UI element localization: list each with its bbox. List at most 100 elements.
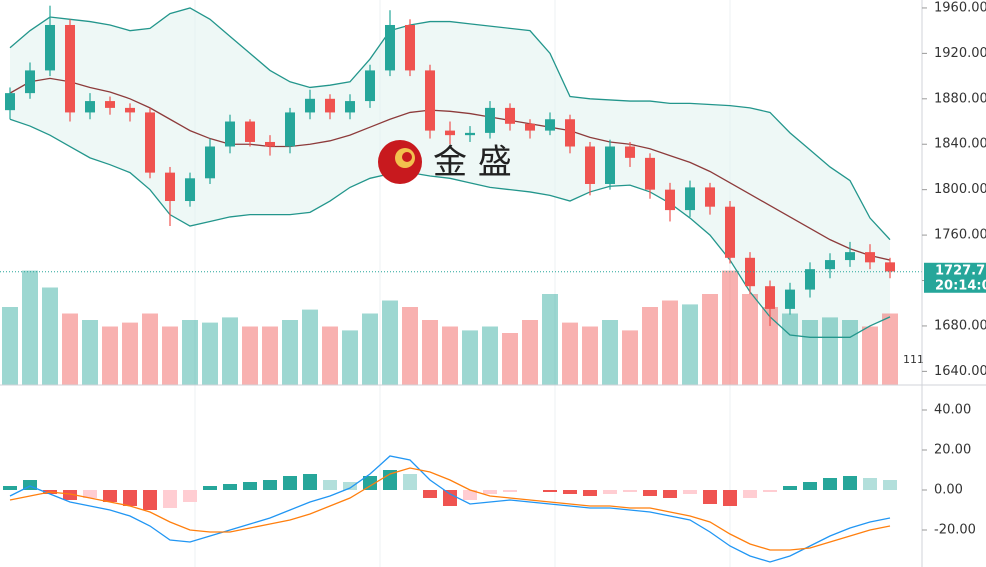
candle-body bbox=[885, 262, 895, 272]
candle-body bbox=[245, 121, 255, 142]
volume-bar bbox=[642, 307, 658, 385]
macd-histogram-bar bbox=[283, 476, 297, 490]
y-tick-label: 1680.00 bbox=[934, 318, 986, 333]
macd-histogram-bar bbox=[323, 480, 337, 490]
candle-body bbox=[505, 107, 515, 124]
volume-bar bbox=[742, 294, 758, 385]
macd-histogram-bar bbox=[663, 490, 677, 498]
volume-bar bbox=[342, 330, 358, 385]
candle-body bbox=[625, 146, 635, 158]
volume-bar bbox=[402, 307, 418, 385]
y-tick-label: 40.00 bbox=[934, 403, 971, 418]
candle-body bbox=[685, 187, 695, 211]
candle-body bbox=[45, 24, 55, 71]
candle-body bbox=[145, 112, 155, 173]
volume-bar bbox=[222, 317, 238, 385]
band-upper bbox=[9, 7, 891, 241]
candle-body bbox=[765, 286, 775, 309]
macd-histogram-bar bbox=[543, 490, 557, 492]
candle-body bbox=[705, 187, 715, 207]
macd-histogram-bar bbox=[343, 482, 357, 490]
candle-body bbox=[425, 70, 435, 131]
macd-histogram-bar bbox=[763, 490, 777, 492]
y-tick-label: 1840.00 bbox=[934, 137, 986, 152]
macd-histogram-bar bbox=[863, 478, 877, 490]
macd-histogram-bar bbox=[383, 470, 397, 490]
macd-histogram-bar bbox=[183, 490, 197, 502]
volume-bar bbox=[442, 326, 458, 385]
macd-histogram-bar bbox=[703, 490, 717, 504]
candle-body bbox=[525, 123, 535, 131]
macd-histogram-bar bbox=[683, 490, 697, 494]
candle-body bbox=[305, 98, 315, 113]
y-tick-label: 1800.00 bbox=[934, 182, 986, 197]
y-tick-label: 0.00 bbox=[934, 483, 963, 498]
band-lower bbox=[9, 118, 891, 338]
macd-histogram-bar bbox=[303, 474, 317, 490]
signal-line bbox=[9, 467, 891, 551]
macd-histogram-bar bbox=[483, 490, 497, 494]
watermark: 金 盛 bbox=[378, 140, 512, 184]
volume-bar bbox=[42, 287, 58, 385]
volume-bar bbox=[282, 320, 298, 385]
volume-bar bbox=[582, 326, 598, 385]
volume-bar bbox=[382, 300, 398, 385]
candle-body bbox=[565, 119, 575, 147]
volume-bar bbox=[762, 307, 778, 385]
candle-body bbox=[865, 252, 875, 263]
candle-body bbox=[485, 107, 495, 133]
price-axis: 1640.001680.001720.001760.001800.001840.… bbox=[922, 0, 986, 538]
macd-histogram-bar bbox=[823, 478, 837, 490]
volume-bar bbox=[662, 300, 678, 385]
volume-bar bbox=[362, 313, 378, 385]
volume-bar bbox=[422, 320, 438, 385]
macd-histogram-bar bbox=[223, 484, 237, 490]
macd-histogram-bar bbox=[723, 490, 737, 506]
y-tick-label: 20.00 bbox=[934, 443, 971, 458]
candle-body bbox=[125, 107, 135, 113]
macd-histogram-bar bbox=[123, 490, 137, 506]
macd-histogram-bar bbox=[103, 490, 117, 502]
volume-bar bbox=[562, 322, 578, 385]
volume-bar bbox=[482, 326, 498, 385]
macd-histogram-bar bbox=[583, 490, 597, 496]
volume-bar bbox=[102, 326, 118, 385]
volume-bar bbox=[262, 326, 278, 385]
macd-histogram-bar bbox=[403, 474, 417, 490]
candle-body bbox=[5, 93, 15, 111]
candle-body bbox=[845, 252, 855, 261]
candle-body bbox=[825, 260, 835, 270]
volume-bar bbox=[142, 313, 158, 385]
volume-bar bbox=[502, 333, 518, 385]
macd-histogram-bar bbox=[23, 480, 37, 490]
macd-histogram-bar bbox=[243, 482, 257, 490]
candle-body bbox=[445, 130, 455, 136]
candle-body bbox=[205, 146, 215, 179]
candle-body bbox=[25, 70, 35, 94]
candle-body bbox=[345, 101, 355, 113]
macd-histogram-bar bbox=[503, 490, 517, 492]
candle-body bbox=[185, 178, 195, 202]
volume-bar bbox=[802, 320, 818, 385]
volume-bar bbox=[542, 294, 558, 385]
volume-bar bbox=[122, 322, 138, 385]
candle-body bbox=[785, 289, 795, 309]
last-price-label: 1727.7 bbox=[935, 263, 985, 278]
macd-histogram-bar bbox=[563, 490, 577, 494]
volume-bar bbox=[302, 309, 318, 385]
macd-histogram-bar bbox=[143, 490, 157, 510]
last-price-box bbox=[924, 262, 986, 293]
candle-body bbox=[405, 24, 415, 71]
volume-bar bbox=[22, 270, 38, 385]
y-tick-label: 1920.00 bbox=[934, 46, 986, 61]
candle-body bbox=[165, 172, 175, 202]
volume-bar bbox=[322, 326, 338, 385]
volume-bar bbox=[622, 330, 638, 385]
macd-histogram-bar bbox=[783, 486, 797, 490]
volume-bar bbox=[2, 307, 18, 385]
y-tick-label: 1880.00 bbox=[934, 91, 986, 106]
macd-histogram-bar bbox=[883, 480, 897, 490]
volume-bar bbox=[242, 326, 258, 385]
macd-histogram-bar bbox=[803, 482, 817, 490]
y-tick-label: -20.00 bbox=[934, 523, 976, 538]
